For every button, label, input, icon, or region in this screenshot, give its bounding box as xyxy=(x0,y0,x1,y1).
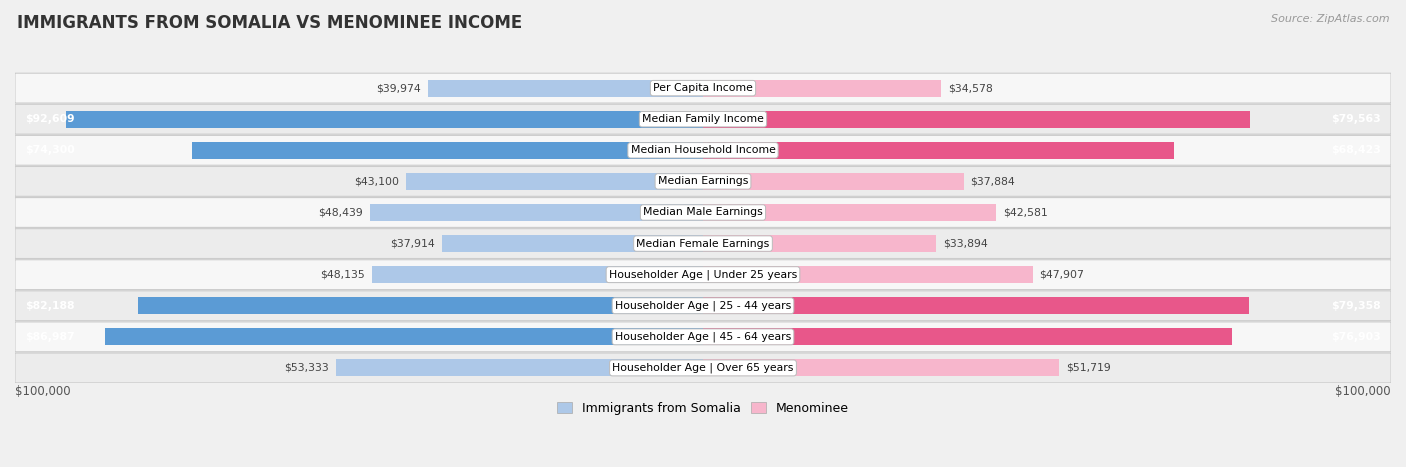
Text: $82,188: $82,188 xyxy=(25,301,75,311)
Bar xyxy=(371,266,703,283)
FancyBboxPatch shape xyxy=(15,104,1391,134)
Bar xyxy=(191,142,703,159)
Text: Householder Age | Over 65 years: Householder Age | Over 65 years xyxy=(612,363,794,373)
Text: Householder Age | 25 - 44 years: Householder Age | 25 - 44 years xyxy=(614,300,792,311)
Text: Householder Age | 45 - 64 years: Householder Age | 45 - 64 years xyxy=(614,332,792,342)
Text: Median Male Earnings: Median Male Earnings xyxy=(643,207,763,218)
Bar xyxy=(441,235,703,252)
Bar xyxy=(703,142,1174,159)
Bar xyxy=(703,360,1059,376)
Text: $39,974: $39,974 xyxy=(377,83,422,93)
Text: Source: ZipAtlas.com: Source: ZipAtlas.com xyxy=(1271,14,1389,24)
FancyBboxPatch shape xyxy=(15,291,1391,321)
Text: $48,135: $48,135 xyxy=(321,269,366,280)
Legend: Immigrants from Somalia, Menominee: Immigrants from Somalia, Menominee xyxy=(553,396,853,420)
FancyBboxPatch shape xyxy=(15,260,1391,290)
FancyBboxPatch shape xyxy=(15,73,1391,103)
Text: $100,000: $100,000 xyxy=(1336,385,1391,398)
FancyBboxPatch shape xyxy=(15,166,1391,196)
Bar xyxy=(703,79,941,97)
Text: $43,100: $43,100 xyxy=(354,177,399,186)
Text: Median Earnings: Median Earnings xyxy=(658,177,748,186)
Bar xyxy=(138,297,703,314)
Text: $74,300: $74,300 xyxy=(25,145,75,156)
Text: Median Female Earnings: Median Female Earnings xyxy=(637,239,769,248)
FancyBboxPatch shape xyxy=(15,229,1391,259)
FancyBboxPatch shape xyxy=(15,198,1391,227)
Text: $76,903: $76,903 xyxy=(1331,332,1381,342)
Text: $51,719: $51,719 xyxy=(1066,363,1111,373)
Text: $53,333: $53,333 xyxy=(284,363,329,373)
Bar xyxy=(703,297,1249,314)
Text: Median Household Income: Median Household Income xyxy=(630,145,776,156)
Text: $48,439: $48,439 xyxy=(318,207,363,218)
Text: $47,907: $47,907 xyxy=(1039,269,1084,280)
FancyBboxPatch shape xyxy=(15,353,1391,383)
Bar xyxy=(703,266,1032,283)
Text: Per Capita Income: Per Capita Income xyxy=(652,83,754,93)
FancyBboxPatch shape xyxy=(15,322,1391,352)
Text: IMMIGRANTS FROM SOMALIA VS MENOMINEE INCOME: IMMIGRANTS FROM SOMALIA VS MENOMINEE INC… xyxy=(17,14,522,32)
Bar xyxy=(66,111,703,128)
Bar xyxy=(703,204,995,221)
Bar xyxy=(336,360,703,376)
Text: Householder Age | Under 25 years: Householder Age | Under 25 years xyxy=(609,269,797,280)
Text: $79,563: $79,563 xyxy=(1331,114,1381,124)
Text: $100,000: $100,000 xyxy=(15,385,70,398)
Text: $34,578: $34,578 xyxy=(948,83,993,93)
Bar xyxy=(703,173,963,190)
Bar xyxy=(703,111,1250,128)
FancyBboxPatch shape xyxy=(15,135,1391,165)
Text: $92,609: $92,609 xyxy=(25,114,75,124)
Text: $37,914: $37,914 xyxy=(391,239,436,248)
Text: $86,987: $86,987 xyxy=(25,332,75,342)
Text: $79,358: $79,358 xyxy=(1331,301,1381,311)
Bar xyxy=(703,235,936,252)
Bar xyxy=(370,204,703,221)
Text: $42,581: $42,581 xyxy=(1002,207,1047,218)
Text: $37,884: $37,884 xyxy=(970,177,1015,186)
Bar xyxy=(427,79,703,97)
Text: $68,423: $68,423 xyxy=(1331,145,1381,156)
Bar xyxy=(104,328,703,346)
Text: Median Family Income: Median Family Income xyxy=(643,114,763,124)
Bar xyxy=(406,173,703,190)
Text: $33,894: $33,894 xyxy=(943,239,988,248)
Bar xyxy=(703,328,1232,346)
